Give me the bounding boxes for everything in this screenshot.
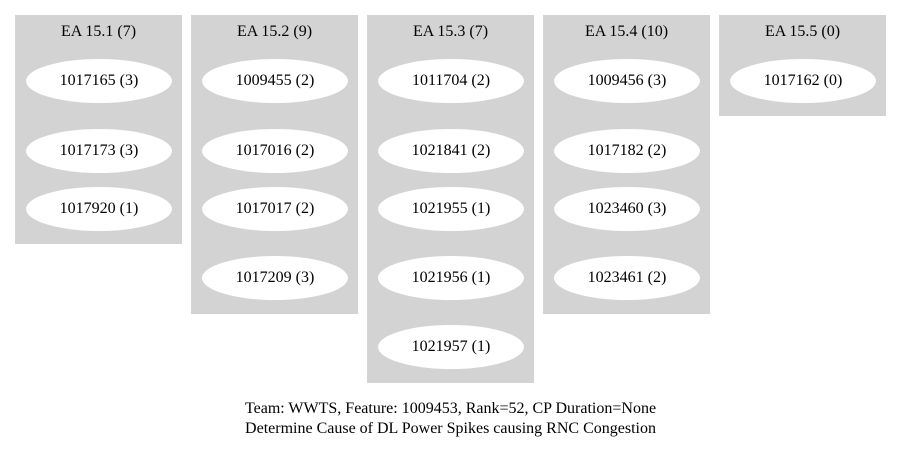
node-1021955[interactable]: 1021955 (1) — [378, 187, 524, 231]
node-1017165[interactable]: 1017165 (3) — [26, 59, 172, 103]
cluster-ea-15-1: EA 15.1 (7) 1017165 (3) 1017173 (3) 1017… — [15, 15, 182, 244]
caption-description: Determine Cause of DL Power Spikes causi… — [245, 420, 656, 437]
cluster-ea-15-5: EA 15.5 (0) 1017162 (0) — [719, 15, 886, 116]
cluster-ea-15-3: EA 15.3 (7) 1011704 (2) 1021841 (2) 1021… — [367, 15, 534, 383]
cluster-ea-15-2: EA 15.2 (9) 1009455 (2) 1017016 (2) 1017… — [191, 15, 358, 314]
node-1017920[interactable]: 1017920 (1) — [26, 187, 172, 231]
cluster-title: EA 15.3 (7) — [412, 23, 489, 40]
cluster-title: EA 15.2 (9) — [236, 23, 313, 40]
cluster-title: EA 15.4 (10) — [584, 23, 669, 40]
cluster-ea-15-4: EA 15.4 (10) 1009456 (3) 1017182 (2) 102… — [543, 15, 710, 314]
node-1021956[interactable]: 1021956 (1) — [378, 256, 524, 300]
node-1017017[interactable]: 1017017 (2) — [202, 187, 348, 231]
node-1017162[interactable]: 1017162 (0) — [730, 59, 876, 103]
node-1021957[interactable]: 1021957 (1) — [378, 325, 524, 369]
node-1009456[interactable]: 1009456 (3) — [554, 59, 700, 103]
node-1023460[interactable]: 1023460 (3) — [554, 187, 700, 231]
node-1021841[interactable]: 1021841 (2) — [378, 129, 524, 173]
cluster-title: EA 15.1 (7) — [60, 23, 137, 40]
node-1017182[interactable]: 1017182 (2) — [554, 129, 700, 173]
caption-team-feature: Team: WWTS, Feature: 1009453, Rank=52, C… — [244, 400, 657, 417]
node-1023461[interactable]: 1023461 (2) — [554, 256, 700, 300]
cluster-title: EA 15.5 (0) — [764, 23, 841, 40]
node-1017016[interactable]: 1017016 (2) — [202, 129, 348, 173]
node-1017209[interactable]: 1017209 (3) — [202, 256, 348, 300]
node-1009455[interactable]: 1009455 (2) — [202, 59, 348, 103]
node-1011704[interactable]: 1011704 (2) — [378, 59, 524, 103]
node-1017173[interactable]: 1017173 (3) — [26, 129, 172, 173]
